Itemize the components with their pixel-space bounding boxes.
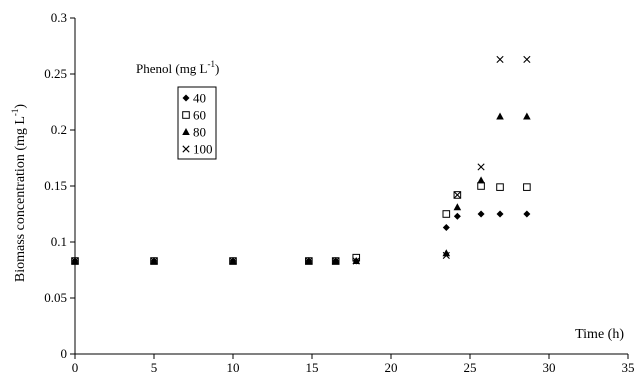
data-point-phenol-100-stroke-b	[71, 257, 79, 265]
y-axis-title-main: Biomass concentration (mg L	[13, 116, 28, 282]
data-point-phenol-60	[496, 183, 504, 191]
legend-label-phenol-80: 80	[193, 125, 206, 140]
y-axis-title-close: )	[13, 104, 28, 109]
data-point-phenol-100-stroke-b	[332, 257, 340, 265]
x-tick-label: 15	[306, 360, 319, 375]
x-axis-title: Time (h)	[575, 327, 624, 342]
x-tick-label: 25	[464, 360, 477, 375]
data-point-phenol-80	[523, 112, 531, 120]
data-point-phenol-100-stroke-b	[453, 191, 461, 199]
data-point-phenol-80	[453, 203, 462, 211]
data-point-phenol-100	[332, 257, 340, 265]
x-tick-label: 35	[622, 360, 635, 375]
x-tick-label: 30	[543, 360, 556, 375]
y-tick-label: 0.15	[44, 178, 67, 193]
legend-marker-phenol-60	[182, 111, 190, 119]
x-tick-label: 20	[385, 360, 398, 375]
data-point-phenol-60	[442, 210, 451, 218]
data-point-phenol-100	[352, 257, 360, 265]
legend-label-phenol-40: 40	[193, 91, 206, 106]
data-point-phenol-100-stroke-b	[150, 257, 158, 265]
y-tick-label: 0.3	[51, 10, 67, 25]
y-axis-title-superscript: -1	[10, 109, 20, 117]
data-point-phenol-100	[477, 163, 485, 171]
data-points	[71, 55, 531, 265]
data-point-phenol-40	[453, 212, 461, 220]
data-point-phenol-100-stroke-b	[352, 257, 360, 265]
legend-title: Phenol (mg L-1)	[136, 59, 219, 76]
data-point-phenol-60	[477, 182, 485, 190]
data-point-phenol-40	[523, 210, 531, 218]
y-axis-ticks: 0 0.05 0.1 0.15 0.2 0.25 0.3	[44, 10, 75, 361]
x-tick-label: 5	[151, 360, 158, 375]
data-point-phenol-100-stroke-b	[523, 55, 531, 64]
y-tick-label: 0.05	[44, 290, 67, 305]
data-point-phenol-100-stroke-b	[477, 163, 485, 171]
data-point-phenol-100	[71, 257, 79, 265]
data-point-phenol-100	[496, 55, 504, 64]
data-point-phenol-40	[477, 210, 485, 218]
data-point-phenol-100-stroke-b	[496, 55, 504, 64]
legend-marker-phenol-100	[182, 145, 190, 153]
legend-label-phenol-100: 100	[193, 142, 213, 157]
data-point-phenol-100	[523, 55, 531, 64]
data-point-phenol-100	[229, 257, 237, 265]
x-tick-label: 0	[72, 360, 79, 375]
y-tick-label: 0.25	[44, 66, 67, 81]
legend-box	[177, 86, 217, 160]
data-point-phenol-80	[496, 112, 504, 120]
data-point-phenol-100	[305, 257, 313, 265]
y-axis-title: Biomass concentration (mg L-1)	[10, 104, 28, 283]
data-point-phenol-80	[442, 249, 451, 257]
data-point-phenol-40	[442, 223, 450, 231]
data-point-phenol-100-stroke-b	[442, 251, 450, 260]
data-point-phenol-80	[477, 176, 485, 184]
data-point-phenol-100	[150, 257, 158, 265]
y-tick-label: 0	[61, 346, 68, 361]
legend: Phenol (mg L-1) 40 60 80 100	[136, 59, 219, 160]
data-point-phenol-60	[453, 191, 462, 199]
data-point-phenol-100	[453, 191, 461, 199]
legend-marker-phenol-100-stroke-b	[182, 145, 190, 153]
data-point-phenol-100-stroke-b	[229, 257, 237, 265]
data-point-phenol-100-stroke-b	[305, 257, 313, 265]
legend-items: 40 60 80 100	[182, 91, 213, 157]
x-tick-label: 10	[227, 360, 240, 375]
legend-title-close: )	[215, 61, 219, 76]
data-point-phenol-60	[523, 183, 531, 191]
y-tick-label: 0.2	[51, 122, 67, 137]
data-point-phenol-40	[496, 210, 504, 218]
legend-label-phenol-60: 60	[193, 108, 206, 123]
data-point-phenol-100	[442, 251, 450, 260]
y-tick-label: 0.1	[51, 234, 67, 249]
x-axis-ticks: 0 5 10 15 20 25 30 35	[72, 354, 635, 375]
legend-title-main: Phenol (mg L	[136, 61, 208, 76]
legend-title-superscript: -1	[208, 59, 216, 69]
legend-marker-phenol-40	[182, 94, 190, 102]
legend-marker-phenol-80	[182, 128, 190, 135]
